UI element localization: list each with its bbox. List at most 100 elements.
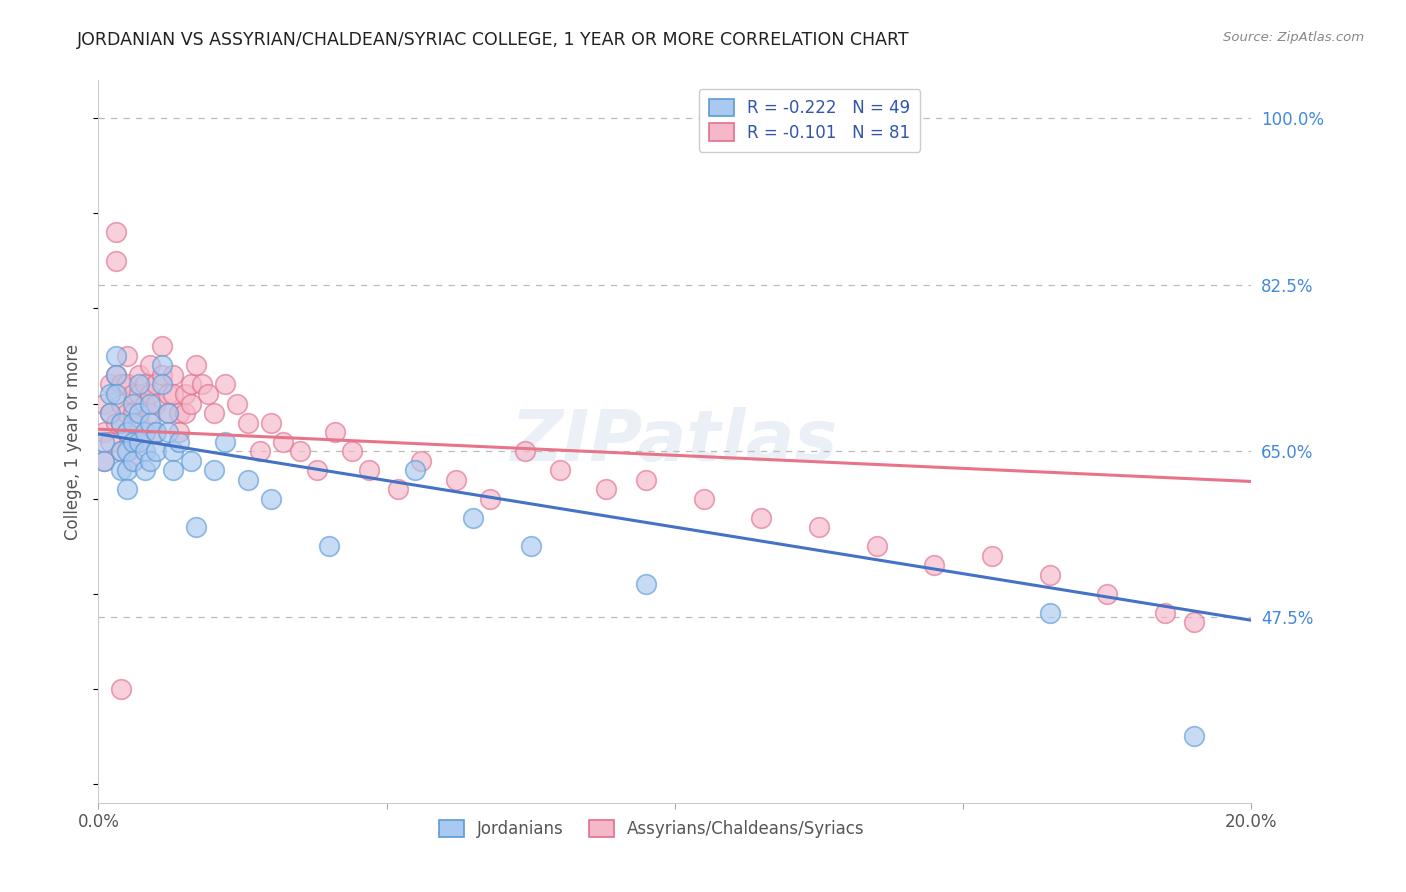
Point — [93, 453, 115, 467]
Point — [520, 539, 543, 553]
Text: Source: ZipAtlas.com: Source: ZipAtlas.com — [1223, 31, 1364, 45]
Point — [128, 416, 150, 430]
Point — [134, 463, 156, 477]
Point — [128, 406, 150, 420]
Point — [110, 396, 132, 410]
Point — [122, 396, 145, 410]
Point — [924, 558, 946, 573]
Point — [122, 387, 145, 401]
Point — [98, 434, 121, 449]
Point — [162, 463, 184, 477]
Point — [122, 453, 145, 467]
Point — [98, 387, 121, 401]
Point — [202, 463, 225, 477]
Point — [405, 463, 427, 477]
Point — [150, 359, 173, 373]
Point — [104, 387, 127, 401]
Point — [93, 453, 115, 467]
Point — [110, 444, 132, 458]
Point — [444, 473, 467, 487]
Point — [214, 377, 236, 392]
Point — [548, 463, 571, 477]
Point — [1039, 567, 1062, 582]
Point — [98, 377, 121, 392]
Point — [110, 444, 132, 458]
Point — [110, 416, 132, 430]
Point — [202, 406, 225, 420]
Point — [145, 396, 167, 410]
Point — [93, 425, 115, 439]
Point — [479, 491, 502, 506]
Point — [104, 416, 127, 430]
Point — [359, 463, 381, 477]
Point — [110, 681, 132, 696]
Point — [180, 377, 202, 392]
Point — [134, 425, 156, 439]
Point — [139, 453, 162, 467]
Point — [307, 463, 329, 477]
Point — [104, 226, 127, 240]
Point — [122, 406, 145, 420]
Point — [117, 482, 139, 496]
Point — [174, 387, 197, 401]
Point — [104, 368, 127, 382]
Point — [1182, 615, 1205, 630]
Legend: Jordanians, Assyrians/Chaldeans/Syriacs: Jordanians, Assyrians/Chaldeans/Syriacs — [432, 814, 872, 845]
Point — [145, 444, 167, 458]
Point — [156, 406, 179, 420]
Point — [249, 444, 271, 458]
Point — [134, 396, 156, 410]
Point — [174, 406, 197, 420]
Point — [1097, 587, 1119, 601]
Point — [117, 425, 139, 439]
Point — [636, 577, 658, 591]
Point — [186, 520, 208, 534]
Point — [197, 387, 219, 401]
Point — [156, 425, 179, 439]
Point — [238, 416, 260, 430]
Point — [156, 406, 179, 420]
Point — [104, 349, 127, 363]
Point — [98, 406, 121, 420]
Point — [145, 425, 167, 439]
Point — [260, 416, 283, 430]
Point — [150, 339, 173, 353]
Point — [98, 406, 121, 420]
Point — [180, 396, 202, 410]
Point — [117, 444, 139, 458]
Point — [238, 473, 260, 487]
Point — [145, 377, 167, 392]
Point — [981, 549, 1004, 563]
Point — [128, 434, 150, 449]
Point — [1039, 606, 1062, 620]
Point — [117, 406, 139, 420]
Point — [461, 510, 484, 524]
Y-axis label: College, 1 year or more: College, 1 year or more — [65, 343, 83, 540]
Point — [150, 377, 173, 392]
Point — [134, 444, 156, 458]
Point — [290, 444, 312, 458]
Point — [186, 359, 208, 373]
Point — [808, 520, 831, 534]
Point — [117, 425, 139, 439]
Point — [122, 416, 145, 430]
Point — [225, 396, 247, 410]
Point — [162, 444, 184, 458]
Point — [260, 491, 283, 506]
Point — [340, 444, 363, 458]
Point — [180, 453, 202, 467]
Text: ZIPatlas: ZIPatlas — [512, 407, 838, 476]
Point — [139, 396, 162, 410]
Point — [117, 377, 139, 392]
Point — [134, 425, 156, 439]
Point — [513, 444, 536, 458]
Point — [167, 425, 190, 439]
Point — [139, 359, 162, 373]
Point — [1182, 729, 1205, 743]
Point — [167, 434, 190, 449]
Point — [751, 510, 773, 524]
Point — [93, 434, 115, 449]
Point — [128, 387, 150, 401]
Point — [1154, 606, 1177, 620]
Point — [167, 406, 190, 420]
